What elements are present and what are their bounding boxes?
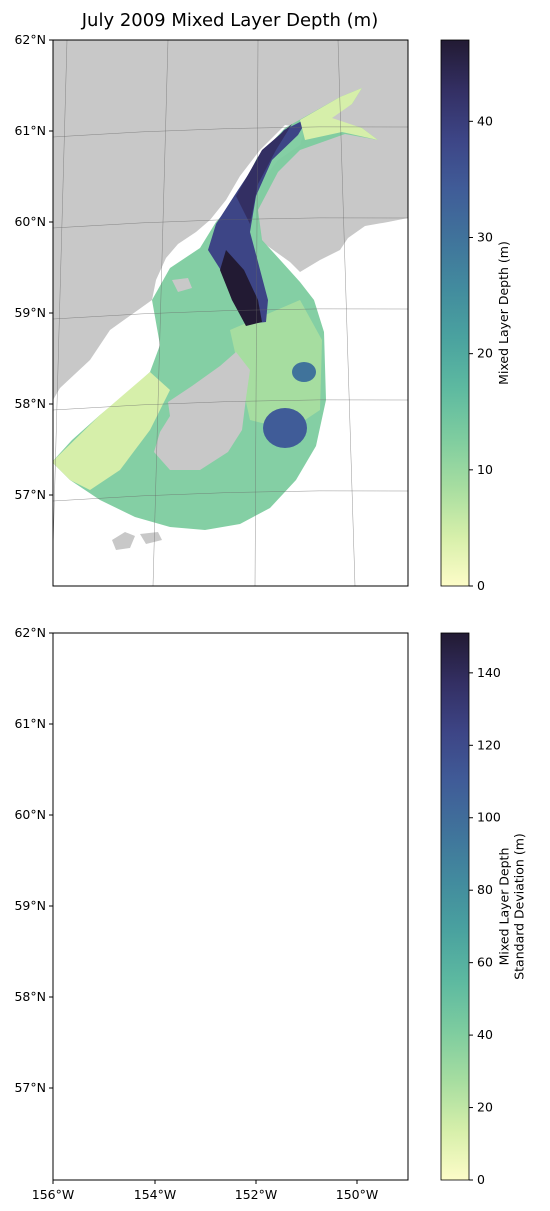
mld-eddy [292,362,316,382]
colorbar-tick-label: 80 [477,882,493,897]
longitude-gridline [53,40,68,559]
colorbar-label: Standard Deviation (m) [512,833,527,980]
latitude-gridline [53,217,408,229]
colorbar-label: Mixed Layer Depth (m) [496,241,511,385]
lat-tick-label: 60°N [14,214,46,229]
mld-deepest-core [220,250,262,326]
longitude-gridline [152,40,169,586]
mld-shallow-shelf [53,372,170,490]
lon-tick-label: 154°W [134,1187,176,1202]
lat-tick-label: 57°N [14,487,46,502]
latitude-gridline [53,399,408,411]
lat-tick-label: 58°N [14,396,46,411]
colorbar-tick-label: 60 [477,955,493,970]
colorbar-tick-label: 140 [477,665,501,680]
colorbar-tick-label: 100 [477,810,501,825]
map-panel-1: 62°N 61°N 60°N 59°N 58°N 57°N 0 10 20 30 40 Mixed L… [14,32,511,593]
lat-tick-label: 61°N [14,716,46,731]
latitude-gridline [53,490,408,502]
chart-title: July 2009 Mixed Layer Depth (m) [81,10,379,31]
colorbar: 0 20 40 60 80 100 120 140 Mixed Layer Depth Stand… [440,632,527,1187]
mld-upper-channel [236,124,292,224]
lat-tick-label: 58°N [14,989,46,1004]
ocean-background [53,633,408,1180]
mld-eddy [263,408,307,448]
colorbar-tick-label: 120 [477,737,501,752]
island [112,532,135,550]
lat-tick-label: 59°N [14,898,46,913]
colorbar-tick-label: 40 [477,113,493,128]
colorbar-tick-label: 40 [477,1027,493,1042]
lat-tick-label: 59°N [14,305,46,320]
latitude-gridline [53,308,408,320]
longitude-gridline [337,40,356,586]
mld-shelf-field [230,300,322,430]
colorbar-tick-label: 20 [477,346,493,361]
lon-tick-label: 150°W [336,1187,378,1202]
lat-tick-label: 62°N [14,32,46,47]
colorbar: 0 10 20 30 40 Mixed Layer Depth (m) [440,39,511,593]
island [140,532,162,544]
lat-tick-label: 57°N [14,1080,46,1095]
island [172,278,192,292]
colorbar-label: Mixed Layer Depth [497,848,512,966]
kodiak-island [154,352,250,470]
latitude-gridline [53,126,408,138]
colorbar-tick-label: 0 [477,1172,485,1187]
colorbar-gradient [440,632,470,1181]
colorbar-tick-label: 0 [477,578,485,593]
colorbar-tick-label: 10 [477,462,493,477]
map-panel-2: 62°N 61°N 60°N 59°N 58°N 57°N 156°W 154°W 152°W 1… [14,625,526,1202]
longitude-gridline [254,40,259,586]
lat-tick-label: 61°N [14,123,46,138]
lon-tick-label: 156°W [32,1187,74,1202]
colorbar-tick-label: 20 [477,1100,493,1115]
lat-tick-label: 60°N [14,807,46,822]
colorbar-tick-label: 30 [477,229,493,244]
colorbar-gradient [440,39,470,587]
lat-tick-label: 62°N [14,625,46,640]
lon-tick-label: 152°W [235,1187,277,1202]
